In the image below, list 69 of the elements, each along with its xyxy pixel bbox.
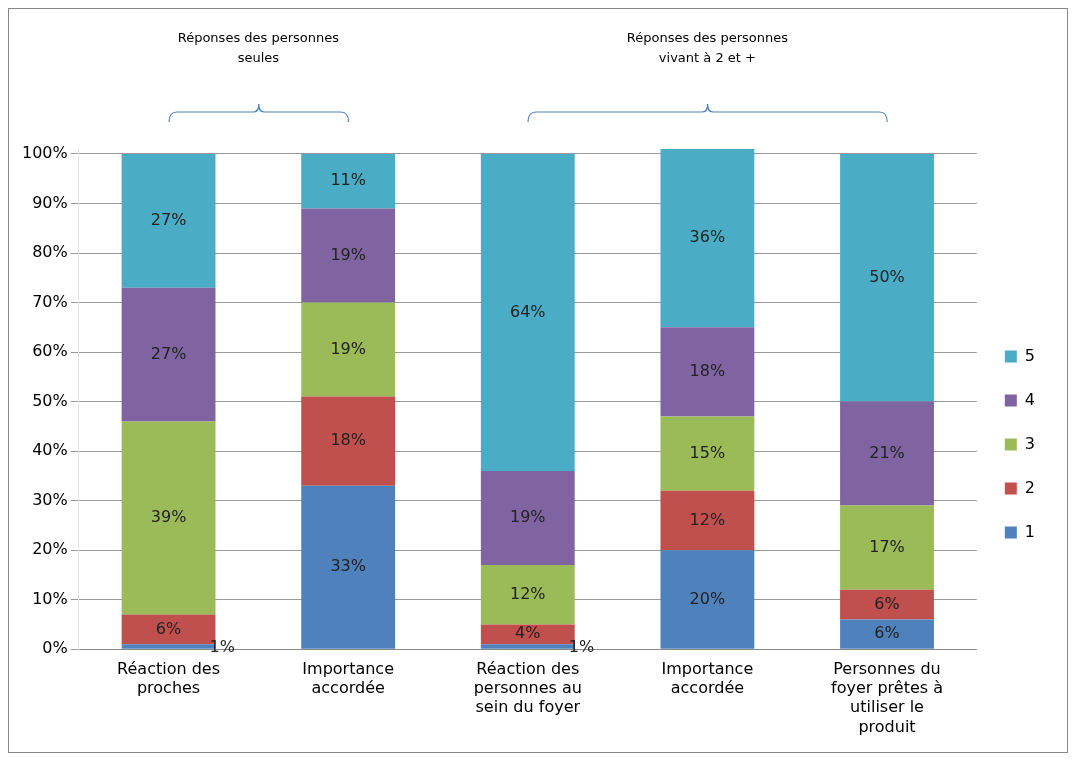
bar <box>121 287 216 422</box>
y-tick-label: 60% <box>32 341 68 361</box>
data-label: 27% <box>150 343 187 363</box>
data-label: 6% <box>874 593 900 613</box>
data-label: 12% <box>689 509 726 529</box>
data-label: 11% <box>330 170 366 190</box>
bar <box>660 327 755 417</box>
legend-label: 3 <box>1024 433 1036 453</box>
bar <box>660 416 755 491</box>
x-tick-label: Importance accordée <box>661 658 754 698</box>
data-label: 64% <box>510 301 546 321</box>
data-label: 39% <box>150 507 187 527</box>
bar <box>480 153 575 471</box>
y-tick-label: 50% <box>32 390 68 410</box>
bar <box>840 505 934 590</box>
legend-label: 1 <box>1024 521 1036 541</box>
data-label: 36% <box>689 227 726 247</box>
y-tick-label: 10% <box>32 588 68 608</box>
y-tick-label: 90% <box>32 192 68 212</box>
data-label: 1% <box>568 637 595 657</box>
data-label: 15% <box>689 442 726 462</box>
y-tick-label: 80% <box>32 242 68 262</box>
legend-label: 5 <box>1024 345 1036 365</box>
y-tick-label: 40% <box>32 440 68 460</box>
data-label: 17% <box>869 536 905 556</box>
x-tick-label: Réaction des personnes au sein du foyer <box>473 658 582 717</box>
data-label: 4% <box>515 623 541 643</box>
data-label: 50% <box>869 266 905 286</box>
bar <box>660 490 755 551</box>
bar <box>121 421 216 615</box>
legend-label: 2 <box>1024 477 1036 497</box>
data-label: 6% <box>874 623 900 643</box>
x-tick-label: Importance accordée <box>302 658 395 698</box>
data-label: 6% <box>155 618 182 638</box>
text: Réponses des personnes vivant à 2 et + <box>626 30 789 66</box>
data-label: 33% <box>330 556 366 576</box>
bar <box>301 153 396 209</box>
data-label: 20% <box>689 588 726 608</box>
bar <box>480 565 575 625</box>
y-tick-label: 100% <box>21 143 68 163</box>
bar <box>301 208 396 303</box>
bar <box>660 550 755 649</box>
legend-label: 4 <box>1024 389 1036 409</box>
y-tick-label: 0% <box>42 638 68 658</box>
bar <box>301 302 396 397</box>
data-label: 21% <box>869 442 905 462</box>
x-tick-label: Personnes du foyer prêtes à utiliser le produit <box>831 658 943 736</box>
data-label: 1% <box>209 637 235 657</box>
data-label: 12% <box>510 583 546 603</box>
bar <box>840 589 934 620</box>
data-label: 18% <box>330 430 366 450</box>
data-label: 19% <box>510 507 546 527</box>
y-tick-label: 20% <box>32 539 68 559</box>
y-tick-label: 30% <box>32 489 68 509</box>
bar <box>301 396 396 486</box>
bar <box>840 401 934 506</box>
y-tick-label: 70% <box>32 291 68 311</box>
bar <box>121 153 216 288</box>
x-tick-label: Réaction des proches <box>117 658 221 698</box>
data-label: 27% <box>150 209 187 229</box>
text: Réponses des personnes seules <box>177 30 340 66</box>
bar <box>301 485 396 649</box>
bar <box>660 149 755 328</box>
bar <box>840 619 934 649</box>
data-label: 19% <box>330 244 366 264</box>
bar <box>840 153 934 402</box>
data-label: 19% <box>330 338 366 358</box>
data-label: 18% <box>689 361 726 381</box>
bar <box>480 470 575 566</box>
